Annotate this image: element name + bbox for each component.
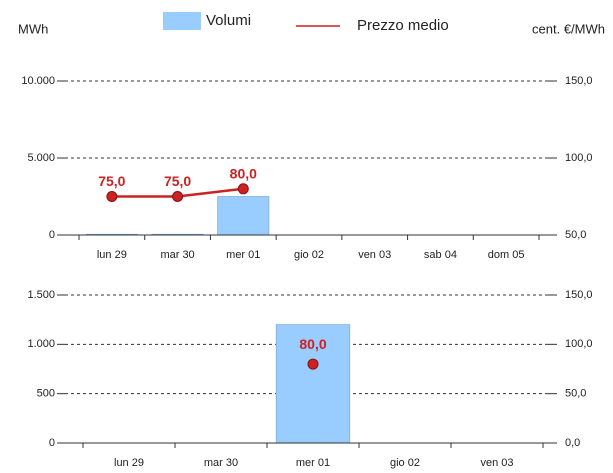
price-point <box>172 191 184 202</box>
value-label: 75,0 <box>98 173 125 189</box>
y-tick-label: 1.500 <box>27 289 55 301</box>
y2-tick-label: 100,0 <box>565 338 593 350</box>
x-tick-label: mer 01 <box>296 457 330 469</box>
x-tick-label: sab 04 <box>424 249 457 261</box>
y-tick-label: 0 <box>49 229 55 241</box>
legend-label: Prezzo medio <box>357 17 449 34</box>
x-tick-label: lun 29 <box>97 249 127 261</box>
y-tick-label: 0 <box>49 437 55 449</box>
y2-axis-label: cent. €/MWh <box>532 21 605 36</box>
x-tick-label: mer 01 <box>226 249 260 261</box>
x-tick-label: mar 30 <box>160 249 194 261</box>
x-tick-label: dom 05 <box>488 249 525 261</box>
y2-tick-label: 50,0 <box>565 229 586 241</box>
legend-label: Volumi <box>206 12 251 29</box>
y2-tick-label: 50,0 <box>565 388 586 400</box>
x-tick-label: lun 29 <box>114 457 144 469</box>
x-tick-label: gio 02 <box>294 249 324 261</box>
x-tick-label: ven 03 <box>480 457 513 469</box>
x-tick-label: ven 03 <box>358 249 391 261</box>
y2-tick-label: 150,0 <box>565 289 593 301</box>
value-label: 75,0 <box>164 173 191 189</box>
y2-tick-label: 0,0 <box>565 437 580 449</box>
y-tick-label: 500 <box>37 388 55 400</box>
y-tick-label: 1.000 <box>27 338 55 350</box>
x-tick-label: gio 02 <box>390 457 420 469</box>
x-tick-label: mar 30 <box>204 457 238 469</box>
legend-swatch <box>163 12 201 30</box>
bar <box>275 324 351 444</box>
value-label: 80,0 <box>230 166 257 182</box>
price-point <box>106 191 118 202</box>
y2-tick-label: 100,0 <box>565 152 593 164</box>
bar <box>217 196 270 236</box>
price-point <box>237 183 249 195</box>
y-axis-label: MWh <box>18 21 48 36</box>
y-tick-label: 10.000 <box>21 75 55 87</box>
value-label: 80,0 <box>299 336 326 352</box>
price-point <box>307 358 319 370</box>
y2-tick-label: 150,0 <box>565 75 593 87</box>
y-tick-label: 5.000 <box>27 152 55 164</box>
